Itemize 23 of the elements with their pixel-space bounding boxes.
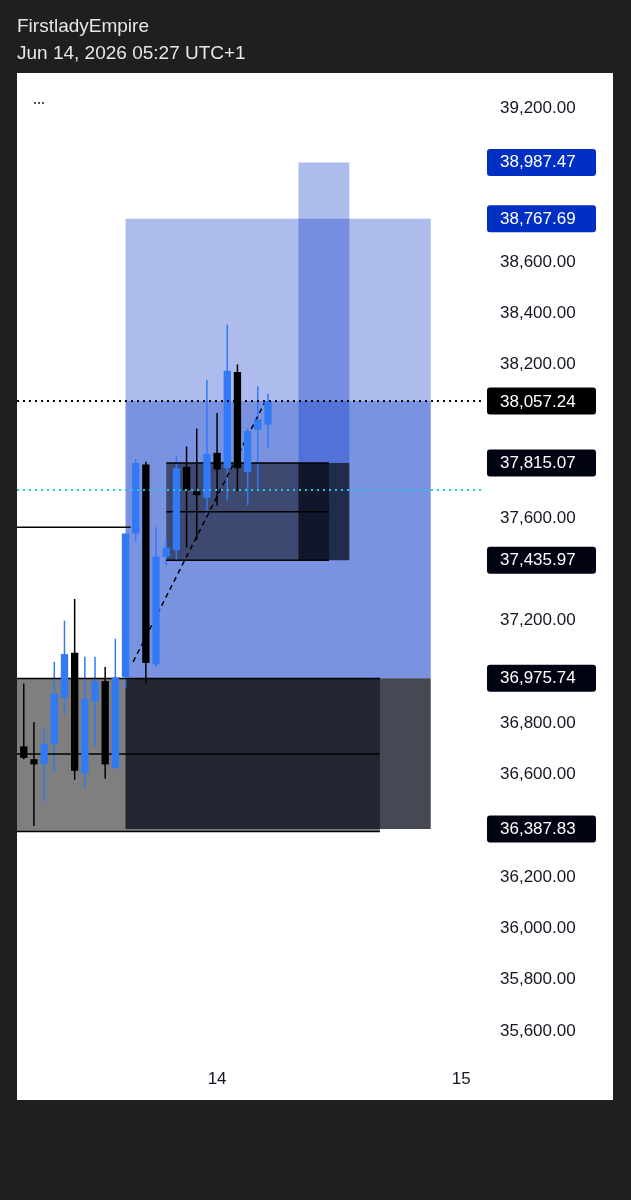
y-tick-label: 36,000.00	[500, 918, 576, 938]
y-tick-label: 37,600.00	[500, 507, 576, 527]
y-tick-label: 38,767.69	[500, 208, 576, 228]
chart-title: FirstladyEmpire	[17, 14, 149, 38]
y-tick-label: 36,387.83	[500, 818, 576, 838]
y-tick-label: 39,200.00	[500, 97, 576, 117]
y-tick-label: 37,435.97	[500, 549, 576, 569]
chart-subtitle: Jun 14, 2026 05:27 UTC+1	[17, 41, 246, 65]
y-tick-label: 38,400.00	[500, 302, 576, 322]
x-tick-label: 15	[451, 1068, 471, 1088]
y-tick-label: 36,975.74	[500, 667, 576, 687]
y-tick-label: 37,200.00	[500, 610, 576, 630]
y-tick-label: 35,600.00	[500, 1020, 576, 1040]
x-tick-label: 14	[207, 1068, 227, 1088]
y-tick-label: 36,600.00	[500, 764, 576, 784]
ref-line-label: 38,057.24	[500, 391, 576, 411]
y-tick-label: 36,200.00	[500, 866, 576, 886]
y-tick-label: 37,815.07	[500, 452, 576, 472]
y-tick-label: 35,800.00	[500, 969, 576, 989]
y-tick-label: 36,800.00	[500, 713, 576, 733]
y-tick-label: 38,600.00	[500, 251, 576, 271]
y-tick-label: 38,987.47	[500, 152, 576, 172]
y-tick-label: 38,200.00	[500, 354, 576, 374]
